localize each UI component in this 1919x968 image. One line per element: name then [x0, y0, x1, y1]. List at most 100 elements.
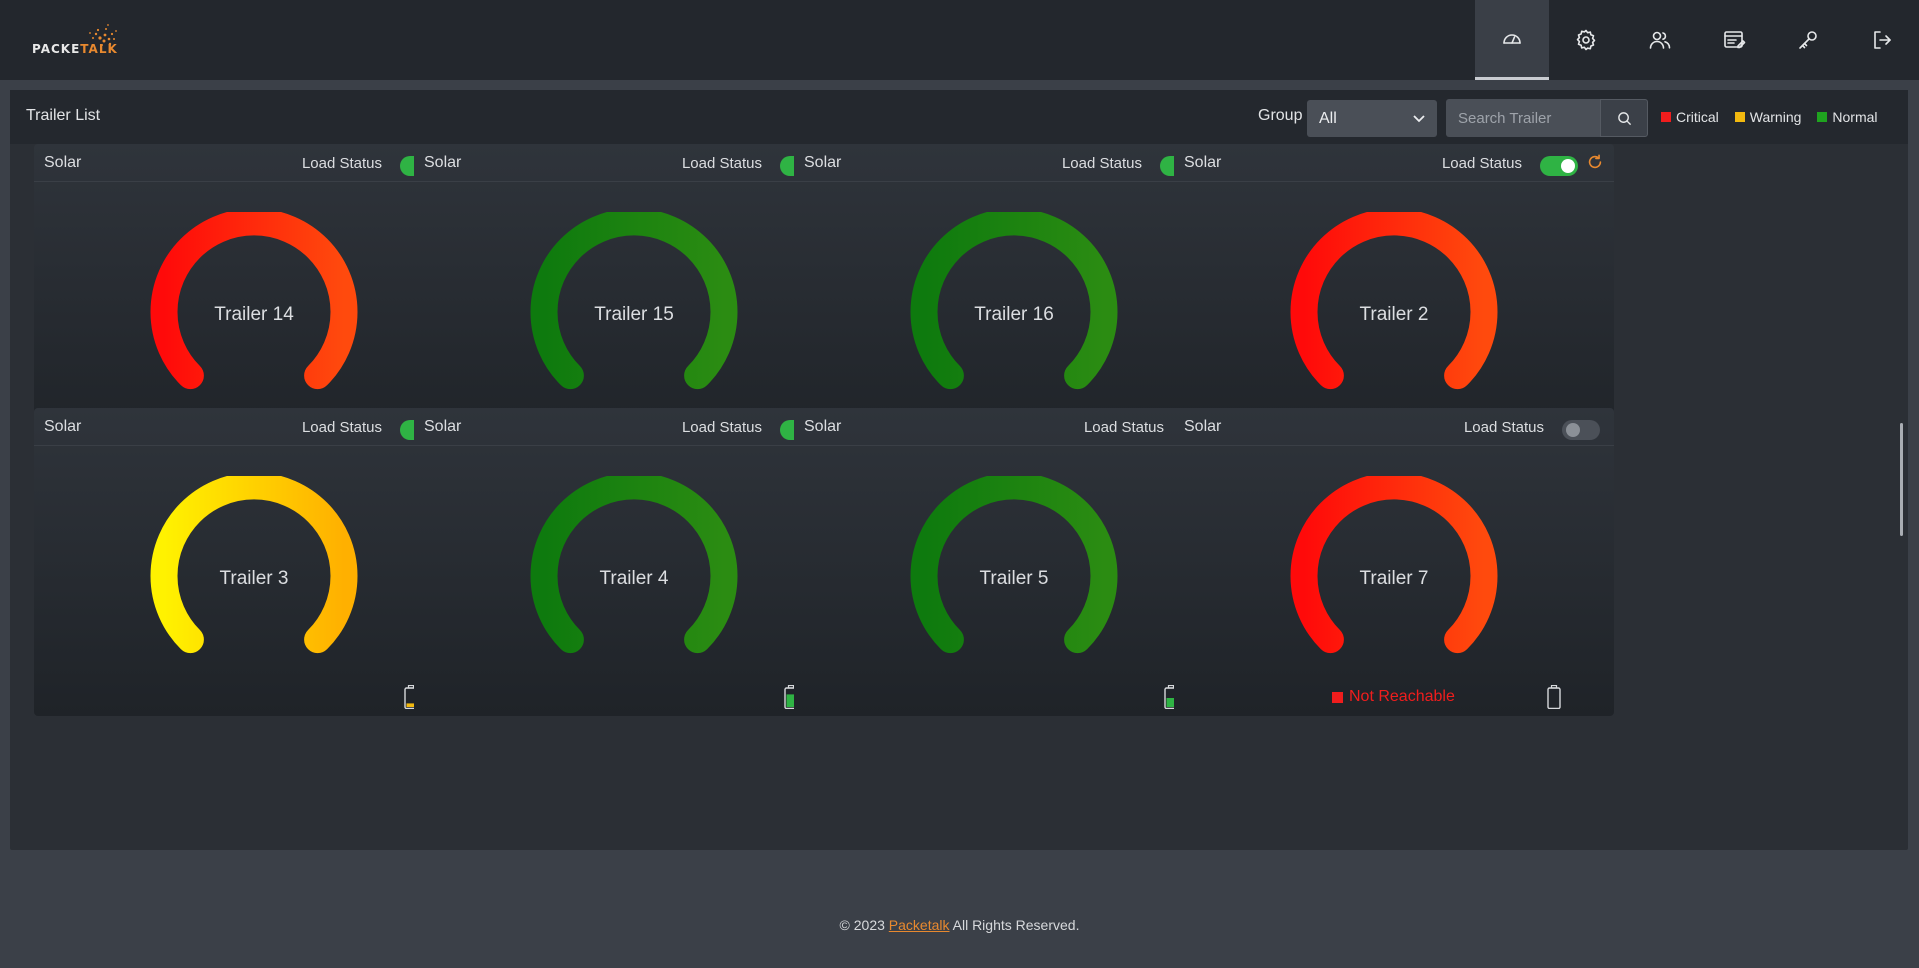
- refresh-icon[interactable]: [1586, 153, 1604, 171]
- load-status-label: Load Status: [1441, 155, 1522, 172]
- main-nav: [1475, 0, 1919, 80]
- trailer-list-panel: Trailer List Group All Critical Warning No…: [10, 90, 1908, 850]
- load-status-label: Load Status: [301, 419, 382, 436]
- legend-label: Critical: [1676, 109, 1719, 125]
- footer-link[interactable]: Packetalk: [888, 917, 950, 933]
- load-status-label: Load Status: [681, 419, 762, 436]
- nav-keys[interactable]: [1771, 0, 1845, 80]
- status-gauge: [910, 476, 1118, 654]
- logo-burst-icon: [89, 24, 117, 46]
- load-status-label: Load Status: [1083, 419, 1164, 436]
- power-source: Solar: [1184, 418, 1222, 435]
- legend-label: Warning: [1749, 109, 1802, 125]
- gauge-arc: [1290, 212, 1498, 390]
- battery-icon: [1547, 684, 1561, 710]
- group-label: Group: [1258, 107, 1303, 124]
- legend-item-warning: Warning: [1734, 109, 1802, 125]
- top-bar: PACKETALK: [0, 0, 1919, 80]
- trailer-name[interactable]: Trailer 4: [599, 568, 669, 589]
- status-gauge: [530, 476, 738, 654]
- card-header: Solar Load Status: [414, 144, 854, 182]
- critical-square-icon: [1332, 691, 1343, 703]
- load-status-label: Load Status: [301, 155, 382, 172]
- power-source: Solar: [804, 154, 842, 171]
- legend-item-normal: Normal: [1817, 109, 1878, 125]
- load-status-label: Load Status: [681, 155, 762, 172]
- logo-wordmark: PACKETALK: [32, 42, 118, 56]
- power-source: Solar: [1184, 154, 1222, 171]
- status-gauge: [150, 476, 358, 654]
- nav-logout[interactable]: [1845, 0, 1919, 80]
- gauge-arc: [910, 476, 1118, 654]
- footer: © 2023 Packetalk All Rights Reserved.: [0, 917, 1919, 933]
- load-status-label: Load Status: [1061, 155, 1142, 172]
- gauge-arc: [910, 212, 1118, 390]
- load-status-toggle[interactable]: [1540, 156, 1578, 176]
- power-source: Solar: [44, 154, 82, 171]
- status-gauge: [530, 212, 738, 390]
- gauge-arc: [150, 212, 358, 390]
- users-icon: [1649, 31, 1671, 49]
- trailer-name[interactable]: Trailer 7: [1359, 568, 1429, 589]
- card-header: Solar Load Status: [1174, 144, 1614, 182]
- trailer-name[interactable]: Trailer 2: [1359, 304, 1429, 325]
- trailer-name[interactable]: Trailer 15: [594, 304, 674, 325]
- legend-swatch: [1661, 112, 1671, 122]
- power-source: Solar: [424, 154, 462, 171]
- page-title: Trailer List: [26, 107, 101, 124]
- footer-copyright: © 2023: [839, 917, 885, 933]
- trailer-name[interactable]: Trailer 14: [214, 304, 294, 325]
- search-icon: [1617, 111, 1631, 125]
- status-gauge: [150, 212, 358, 390]
- packetalk-logo[interactable]: PACKETALK: [30, 22, 150, 58]
- gauge-arc: [530, 476, 738, 654]
- chevron-down-icon: [1413, 114, 1425, 122]
- legend-item-critical: Critical: [1661, 109, 1719, 125]
- nav-dashboard[interactable]: [1475, 0, 1549, 80]
- gauge-arc: [530, 212, 738, 390]
- footer-rights: All Rights Reserved.: [952, 917, 1080, 933]
- search-input[interactable]: [1446, 99, 1600, 137]
- status-gauge: [1290, 212, 1498, 390]
- gauge-arc: [150, 476, 358, 654]
- panel-header: Trailer List Group All Critical Warning No…: [10, 90, 1908, 144]
- group-select-value: All: [1319, 109, 1337, 127]
- scrollbar[interactable]: [1900, 423, 1903, 536]
- card-header: Solar Load Status: [1174, 408, 1614, 446]
- toggle-knob: [1566, 423, 1580, 437]
- card-header: Solar Load Status: [34, 408, 474, 446]
- trailer-name[interactable]: Trailer 16: [974, 304, 1054, 325]
- gauge-arc: [1290, 476, 1498, 654]
- group-select[interactable]: All: [1307, 100, 1437, 137]
- power-source: Solar: [44, 418, 82, 435]
- status-gauge: [910, 212, 1118, 390]
- key-icon: [1799, 31, 1817, 49]
- toggle-knob: [1561, 159, 1575, 173]
- logout-icon: [1874, 31, 1891, 49]
- reports-icon: [1724, 31, 1746, 49]
- card-header: Solar Load Status: [794, 408, 1234, 446]
- trailer-name[interactable]: Trailer 3: [219, 568, 289, 589]
- nav-settings[interactable]: [1549, 0, 1623, 80]
- load-status-toggle[interactable]: [1562, 420, 1600, 440]
- power-source: Solar: [804, 418, 842, 435]
- legend-swatch: [1817, 112, 1828, 122]
- status-gauge: [1290, 476, 1498, 654]
- nav-users[interactable]: [1623, 0, 1697, 80]
- search-button[interactable]: [1600, 99, 1648, 137]
- status-legend: Critical Warning Normal: [1661, 109, 1878, 125]
- load-status-label: Load Status: [1463, 419, 1544, 436]
- card-header: Solar Load Status: [414, 408, 854, 446]
- nav-reports[interactable]: [1697, 0, 1771, 80]
- trailer-name[interactable]: Trailer 5: [979, 568, 1049, 589]
- power-source: Solar: [424, 418, 462, 435]
- trailer-card[interactable]: Solar Load Status Trailer 7 Not Reachable: [1174, 408, 1614, 716]
- legend-label: Normal: [1832, 109, 1878, 125]
